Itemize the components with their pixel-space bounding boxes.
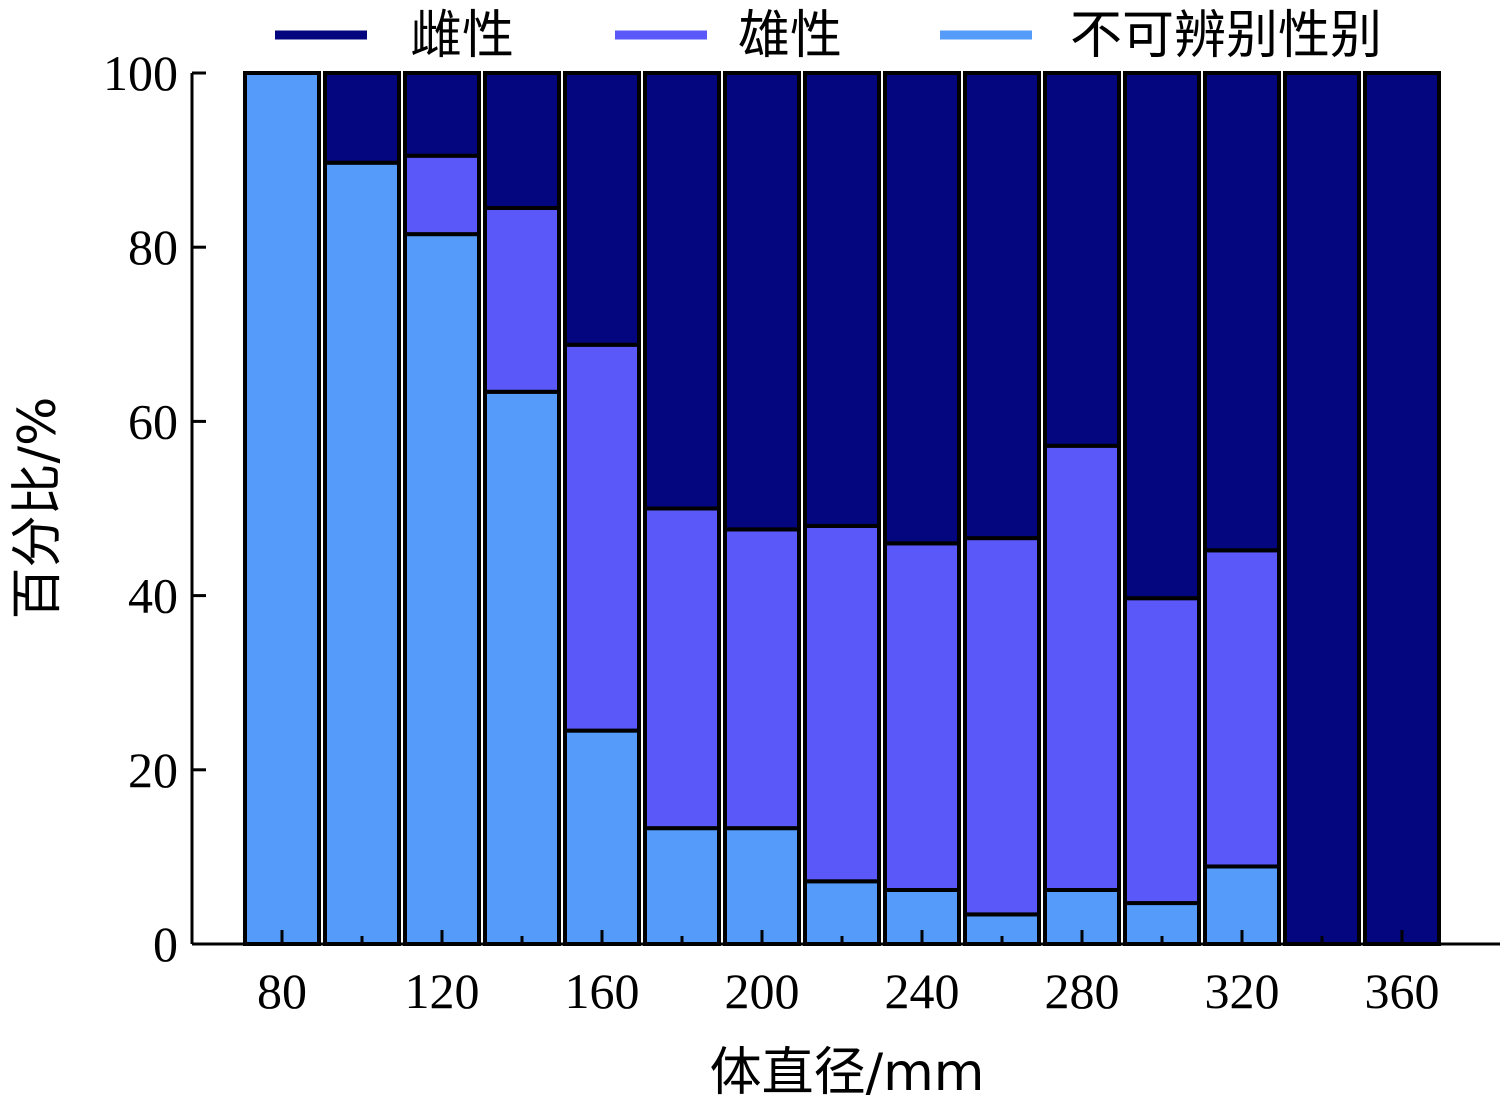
- bar-segment-180-s0: [643, 826, 721, 946]
- bar-segment-200-s1: [723, 527, 801, 831]
- axes-layer: 0 20 40 60 80 100 80 120 160 200 240 280 320 360: [103, 45, 1500, 1019]
- bar-segment-240-s1: [883, 541, 961, 892]
- y-tick-label-0: 0: [153, 916, 178, 972]
- bar-segment-220-s0: [803, 879, 881, 947]
- bar-segment-200-s2: [723, 71, 801, 532]
- bar-segment-180-s1: [643, 506, 721, 831]
- y-tick-label-20: 20: [128, 742, 178, 798]
- bar-segment-260-s1: [963, 536, 1041, 917]
- y-axis-title: 百分比/%: [8, 397, 68, 620]
- x-tick-label-120: 120: [405, 963, 480, 1019]
- y-tick-label-100: 100: [103, 45, 178, 101]
- legend-label-2: 不可辨别性别: [1070, 6, 1382, 66]
- bar-segment-280-s2: [1043, 71, 1121, 448]
- x-tick-label-240: 240: [885, 963, 960, 1019]
- bar-segment-100-s0: [323, 160, 401, 946]
- y-tick-label-80: 80: [128, 219, 178, 275]
- y-tick-label-40: 40: [128, 568, 178, 624]
- bar-segment-140-s0: [483, 389, 561, 946]
- x-tick-label-200: 200: [725, 963, 800, 1019]
- bar-segment-140-s2: [483, 71, 561, 211]
- bar-segment-160-s2: [563, 71, 641, 347]
- bar-segment-180-s2: [643, 71, 721, 511]
- bar-segment-200-s0: [723, 826, 801, 946]
- bar-segment-240-s2: [883, 71, 961, 546]
- bar-segment-320-s1: [1203, 548, 1281, 869]
- x-axis-title: 体直径/mm: [710, 1043, 985, 1103]
- bars-layer: [243, 71, 1441, 947]
- x-tick-label-280: 280: [1045, 963, 1120, 1019]
- bar-segment-120-s1: [403, 153, 481, 237]
- bar-segment-280-s1: [1043, 443, 1121, 892]
- bar-segment-160-s1: [563, 342, 641, 733]
- x-tick-label-360: 360: [1365, 963, 1440, 1019]
- bar-segment-140-s1: [483, 206, 561, 394]
- bar-segment-160-s0: [563, 728, 641, 946]
- bar-segment-120-s0: [403, 232, 481, 946]
- legend: 雌性 雄性 不可辨别性别: [275, 6, 1382, 66]
- legend-label-1: 雄性: [738, 6, 842, 66]
- bar-segment-300-s2: [1123, 71, 1201, 601]
- x-tick-label-80: 80: [257, 963, 307, 1019]
- y-tick-label-60: 60: [128, 393, 178, 449]
- bar-segment-340-s2: [1283, 71, 1361, 946]
- bar-segment-320-s2: [1203, 71, 1281, 553]
- bar-segment-300-s1: [1123, 596, 1201, 906]
- legend-label-0: 雌性: [410, 6, 514, 66]
- bar-segment-120-s2: [403, 71, 481, 158]
- bar-segment-80-s0: [243, 71, 321, 946]
- bar-segment-260-s2: [963, 71, 1041, 541]
- bar-segment-360-s2: [1363, 71, 1441, 946]
- bar-segment-220-s1: [803, 523, 881, 884]
- x-tick-label-160: 160: [565, 963, 640, 1019]
- bar-segment-100-s2: [323, 71, 401, 165]
- bar-segment-220-s2: [803, 71, 881, 528]
- x-tick-label-320: 320: [1205, 963, 1280, 1019]
